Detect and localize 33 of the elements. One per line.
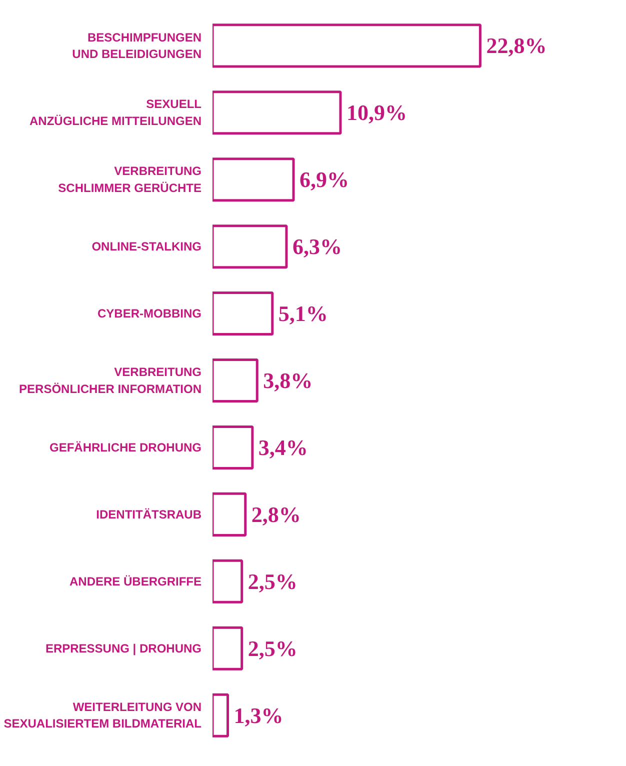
y-tick-label: ANDERE ÜBERGRIFFE <box>69 574 202 588</box>
y-tick-label: VERBREITUNG SCHLIMMER GERÜCHTE <box>58 164 202 196</box>
data-label: 22,8% <box>486 33 547 58</box>
data-label: 2,5% <box>248 636 298 661</box>
bar <box>212 358 258 403</box>
y-tick-label: IDENTITÄTSRAUB <box>96 507 202 522</box>
data-label: 6,9% <box>300 167 350 192</box>
bar <box>212 693 230 738</box>
y-tick-label: VERBREITUNG PERSÖNLICHER INFORMATION <box>19 365 202 396</box>
bar <box>212 626 244 670</box>
data-label: 2,8% <box>251 502 301 527</box>
data-label: 2,5% <box>248 568 298 594</box>
bar <box>212 224 288 269</box>
bar <box>212 425 254 470</box>
data-label: 10,9% <box>346 100 407 126</box>
data-label: 5,1% <box>278 301 328 326</box>
y-tick-label: SEXUELL ANZÜGLICHE MITTEILUNGEN <box>30 97 202 128</box>
bar <box>212 492 247 536</box>
bar <box>212 559 244 604</box>
y-tick-label: ONLINE-STALKING <box>92 240 202 254</box>
bar <box>212 158 295 202</box>
data-label: 1,3% <box>234 702 284 728</box>
y-tick-label: ERPRESSUNG | DROHUNG <box>45 641 202 656</box>
data-label: 6,3% <box>292 234 342 260</box>
y-tick-label: WEITERLEITUNG VON SEXUALISIERTEM BILDMATERIAL <box>4 700 202 731</box>
y-tick-label: BESCHIMPFUNGEN UND BELEIDIGUNGEN <box>72 30 202 62</box>
y-tick-label: GEFÄHRLICHE DROHUNG <box>50 440 202 454</box>
bar <box>212 292 274 336</box>
bar <box>212 90 342 135</box>
bar <box>212 24 482 68</box>
y-tick-label: CYBER-MOBBING <box>98 306 202 321</box>
data-label: 3,8% <box>263 368 313 393</box>
data-label: 3,4% <box>258 434 308 460</box>
